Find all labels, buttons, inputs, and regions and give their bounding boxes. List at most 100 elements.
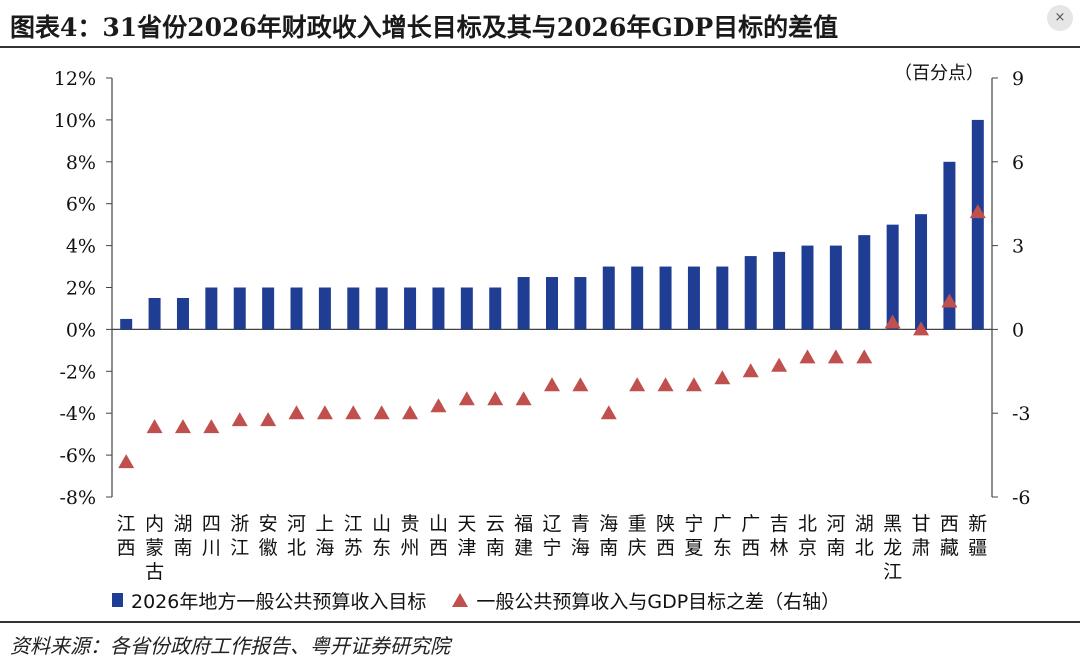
category-label: 浙江 bbox=[230, 513, 249, 559]
triangle-marker bbox=[600, 405, 617, 420]
category-label: 云南 bbox=[486, 513, 505, 559]
left-tick-label: -2% bbox=[59, 361, 96, 383]
category-label: 天津 bbox=[457, 513, 476, 559]
triangle-marker bbox=[146, 419, 163, 434]
category-label: 广西 bbox=[741, 513, 760, 559]
left-tick-label: 0% bbox=[66, 319, 96, 341]
category-label: 湖北 bbox=[855, 513, 874, 559]
category-label: 内蒙古 bbox=[145, 513, 164, 583]
triangle-marker bbox=[487, 391, 504, 406]
triangle-marker bbox=[203, 419, 220, 434]
bar bbox=[943, 161, 956, 330]
triangle-marker bbox=[742, 363, 759, 378]
triangle-marker bbox=[856, 349, 873, 364]
legend-bar-swatch bbox=[112, 593, 123, 607]
bar bbox=[915, 214, 928, 330]
category-label: 海南 bbox=[599, 513, 618, 559]
bar bbox=[886, 224, 899, 330]
category-label: 宁夏 bbox=[684, 513, 703, 559]
triangle-marker bbox=[969, 204, 986, 219]
legend-bar-label: 2026年地方一般公共预算收入目标 bbox=[131, 590, 427, 613]
right-tick-label: 3 bbox=[1012, 236, 1024, 258]
triangle-marker bbox=[174, 419, 191, 434]
bar bbox=[631, 266, 644, 330]
left-tick-label: 4% bbox=[66, 236, 96, 258]
left-tick-label: -6% bbox=[59, 445, 96, 467]
category-label: 甘肃 bbox=[912, 513, 931, 559]
triangle-marker bbox=[288, 405, 305, 420]
bar bbox=[148, 297, 161, 330]
title-divider bbox=[0, 46, 1080, 48]
bar bbox=[546, 277, 558, 330]
bar bbox=[120, 318, 133, 330]
category-label: 山东 bbox=[372, 513, 391, 559]
category-label: 山西 bbox=[429, 513, 448, 559]
triangle-marker bbox=[345, 405, 362, 420]
bar bbox=[744, 256, 757, 330]
legend-triangle-label: 一般公共预算收入与GDP目标之差（右轴） bbox=[476, 590, 841, 613]
right-tick-label: -6 bbox=[1012, 487, 1031, 509]
triangle-marker bbox=[714, 370, 731, 385]
bar bbox=[233, 287, 246, 330]
right-tick-label: -3 bbox=[1012, 403, 1031, 425]
category-label: 福建 bbox=[514, 513, 533, 559]
bar bbox=[517, 277, 530, 330]
chart-title: 图表4：31省份2026年财政收入增长目标及其与2026年GDP目标的差值 bbox=[10, 13, 839, 42]
category-label: 河南 bbox=[826, 513, 845, 559]
category-label: 上海 bbox=[315, 513, 334, 559]
bar bbox=[404, 287, 417, 330]
triangle-marker bbox=[657, 377, 674, 392]
left-tick-label: 10% bbox=[54, 110, 96, 132]
triangle-marker bbox=[118, 454, 135, 469]
triangle-marker bbox=[913, 321, 930, 336]
close-icon[interactable]: × bbox=[1047, 5, 1073, 31]
bar bbox=[659, 266, 672, 330]
triangle-marker bbox=[771, 357, 788, 372]
legend-triangle-swatch bbox=[452, 593, 469, 607]
triangle-marker bbox=[572, 377, 589, 392]
triangle-marker bbox=[799, 349, 816, 364]
bar bbox=[602, 266, 615, 330]
left-tick-label: -4% bbox=[59, 403, 96, 425]
left-tick-label: 2% bbox=[66, 278, 96, 300]
category-label: 江西 bbox=[117, 513, 136, 559]
category-label: 西藏 bbox=[940, 513, 959, 559]
bar bbox=[460, 287, 473, 330]
triangle-marker bbox=[685, 377, 702, 392]
bar bbox=[773, 251, 786, 330]
bar bbox=[716, 266, 729, 330]
category-label: 湖南 bbox=[173, 513, 192, 559]
bar bbox=[205, 287, 218, 330]
triangle-marker bbox=[941, 293, 958, 308]
bar bbox=[858, 235, 871, 330]
category-label: 安徽 bbox=[259, 513, 278, 559]
triangle-marker bbox=[430, 398, 447, 413]
triangle-marker bbox=[827, 349, 844, 364]
left-tick-label: -8% bbox=[59, 487, 96, 509]
legend: 2026年地方一般公共预算收入目标 一般公共预算收入与GDP目标之差（右轴） bbox=[112, 585, 840, 615]
bar bbox=[432, 287, 445, 330]
triangle-marker bbox=[260, 412, 277, 427]
triangle-marker bbox=[884, 314, 901, 329]
category-label: 广东 bbox=[713, 513, 732, 559]
left-tick-label: 8% bbox=[66, 152, 96, 174]
category-label: 河北 bbox=[287, 513, 306, 559]
category-label: 贵州 bbox=[401, 513, 420, 559]
chart-canvas: 12% 10% 8% 6% 4% 2% 0% -2% -4% -6% -8% 9 6 3 0 -3 -6 （百分点… bbox=[54, 63, 1031, 583]
triangle-marker bbox=[544, 377, 560, 392]
left-tick-label: 6% bbox=[66, 194, 96, 216]
triangle-marker bbox=[316, 405, 333, 420]
bar bbox=[347, 287, 360, 330]
bar bbox=[489, 287, 502, 330]
source-note: 资料来源：各省份政府工作报告、粤开证券研究院 bbox=[10, 634, 450, 658]
category-label: 四川 bbox=[202, 513, 221, 559]
category-label: 北京 bbox=[798, 513, 817, 559]
category-label: 黑龙江 bbox=[883, 513, 902, 583]
category-label: 辽宁 bbox=[542, 513, 561, 559]
right-tick-label: 9 bbox=[1012, 68, 1024, 90]
bar bbox=[687, 266, 700, 330]
triangle-marker bbox=[402, 405, 419, 420]
triangle-marker bbox=[231, 412, 248, 427]
triangle-marker bbox=[629, 377, 646, 392]
bar bbox=[262, 287, 275, 330]
